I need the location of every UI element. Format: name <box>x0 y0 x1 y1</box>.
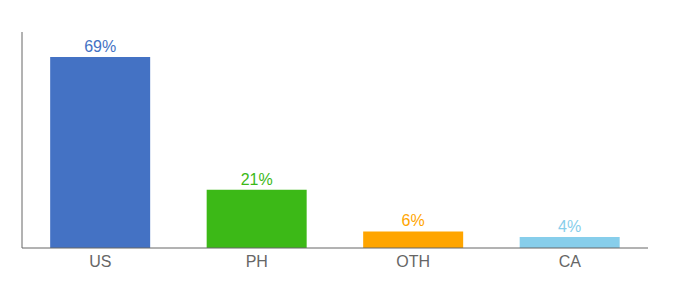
svg-text:US: US <box>89 253 111 270</box>
svg-text:69%: 69% <box>84 38 116 55</box>
svg-text:4%: 4% <box>558 218 581 235</box>
svg-text:CA: CA <box>559 253 582 270</box>
svg-text:21%: 21% <box>241 171 273 188</box>
svg-text:PH: PH <box>246 253 268 270</box>
svg-text:6%: 6% <box>402 212 425 229</box>
svg-text:OTH: OTH <box>396 253 430 270</box>
